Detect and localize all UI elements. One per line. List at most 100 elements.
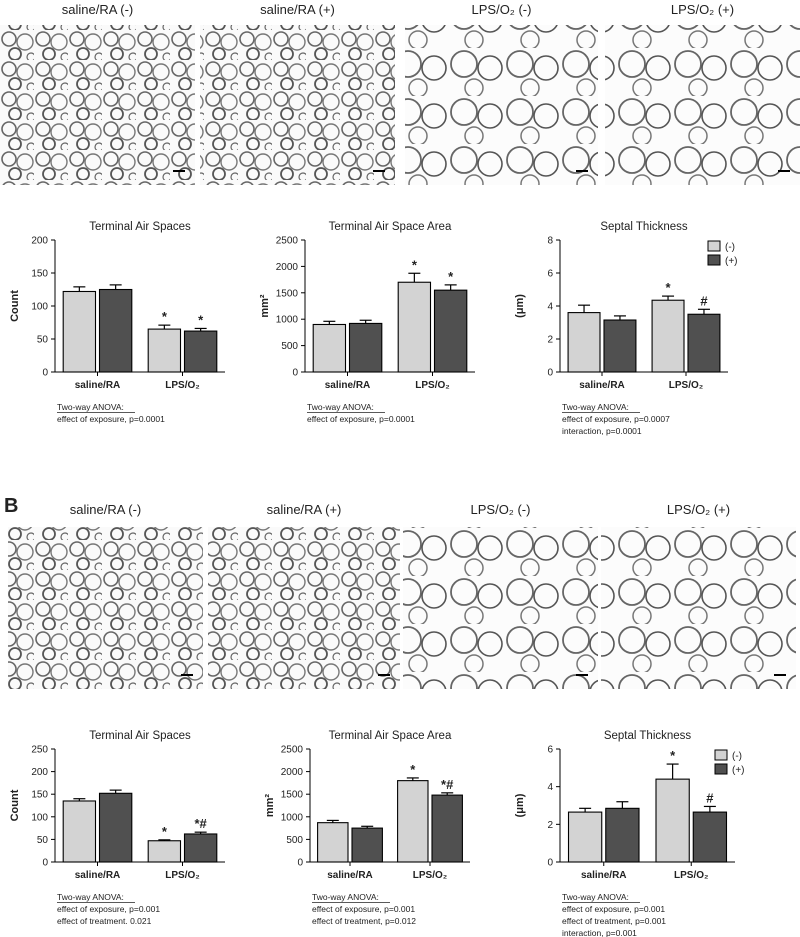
y-tick-label: 4	[547, 782, 553, 793]
y-tick-label: 200	[31, 236, 48, 247]
significance-marker: *	[162, 309, 168, 324]
bar-chart: Terminal Air Space Area mm² 0 500 1000 1500 20…	[264, 730, 470, 926]
bar	[98, 288, 133, 373]
micrograph	[0, 25, 195, 185]
anova-note: Two-way ANOVA:	[57, 892, 124, 902]
panel-letter: B	[4, 495, 18, 517]
x-tick-label: saline/RA	[581, 870, 627, 881]
bar	[62, 800, 97, 863]
anova-note: Two-way ANOVA:	[562, 402, 629, 412]
significance-marker: *	[198, 312, 204, 327]
image-label: LPS/O₂ (-)	[471, 502, 531, 517]
bar	[147, 840, 182, 863]
x-tick-label: LPS/O₂	[165, 870, 199, 881]
significance-marker: *	[448, 269, 454, 284]
bar	[397, 780, 429, 863]
significance-marker: *	[670, 748, 676, 763]
significance-marker: #	[700, 293, 708, 308]
y-axis-label: (μm)	[514, 793, 526, 817]
y-tick-label: 8	[547, 236, 553, 247]
y-tick-label: 150	[31, 790, 48, 801]
y-tick-label: 1500	[281, 790, 304, 801]
x-tick-label: LPS/O₂	[413, 870, 447, 881]
legend-label: (-)	[725, 242, 735, 253]
bar	[655, 778, 690, 863]
legend-label: (+)	[725, 256, 738, 267]
anova-note: interaction, p=0.0001	[562, 426, 642, 436]
bar-chart: Terminal Air Spaces Count 0 50 100 150 200 sali…	[9, 221, 225, 424]
anova-note: Two-way ANOVA:	[57, 402, 124, 412]
anova-note: effect of exposure, p=0.0001	[57, 414, 165, 424]
anova-note: effect of treatment, p=0.012	[312, 916, 416, 926]
bar	[348, 322, 383, 373]
anova-note: Two-way ANOVA:	[312, 892, 379, 902]
bar	[687, 313, 721, 373]
y-axis-label: (μm)	[514, 294, 526, 318]
x-tick-label: saline/RA	[75, 380, 121, 391]
image-label: saline/RA (-)	[70, 502, 142, 517]
y-tick-label: 50	[37, 835, 49, 846]
bar	[433, 289, 468, 373]
y-tick-label: 100	[31, 812, 48, 823]
y-tick-label: 0	[42, 368, 48, 379]
bar	[603, 319, 637, 373]
anova-note: effect of exposure, p=0.0001	[307, 414, 415, 424]
bar	[567, 312, 601, 373]
significance-marker: *	[410, 762, 416, 777]
bar	[567, 811, 603, 863]
bar	[147, 328, 182, 373]
chart-title: Terminal Air Space Area	[329, 221, 452, 233]
bar	[183, 330, 218, 373]
micrograph	[200, 25, 395, 185]
y-tick-label: 0	[547, 368, 553, 379]
anova-note: Two-way ANOVA:	[562, 892, 629, 902]
significance-marker: *	[412, 257, 418, 272]
x-tick-label: LPS/O₂	[669, 380, 703, 391]
image-label: LPS/O₂ (+)	[667, 502, 730, 517]
y-tick-label: 2000	[281, 767, 304, 778]
anova-note: Two-way ANOVA:	[307, 402, 374, 412]
micrograph	[605, 25, 800, 185]
bar-chart: Terminal Air Space Area mm² 0 500 1000 1500 20…	[259, 221, 475, 424]
micrograph	[601, 527, 796, 689]
y-tick-label: 2500	[276, 236, 299, 247]
y-tick-label: 150	[31, 269, 48, 280]
anova-note: effect of exposure, p=0.001	[562, 904, 665, 914]
y-tick-label: 1000	[281, 812, 304, 823]
legend-label: (+)	[732, 765, 745, 776]
micrograph	[208, 527, 400, 689]
y-axis-label: Count	[9, 789, 21, 821]
bar-chart: Terminal Air Spaces Count 0 50 100 150 200 250 s…	[9, 730, 225, 926]
bar	[397, 281, 432, 373]
image-label: LPS/O₂ (+)	[671, 2, 734, 17]
bar	[183, 833, 218, 863]
significance-marker: *	[666, 280, 672, 295]
y-tick-label: 0	[297, 858, 303, 869]
y-tick-label: 2	[547, 820, 553, 831]
y-tick-label: 6	[547, 269, 553, 280]
anova-note: effect of exposure, p=0.001	[57, 904, 160, 914]
y-tick-label: 2	[547, 335, 553, 346]
anova-note: interaction, p=0.001	[562, 928, 637, 937]
anova-note: effect of treatment. 0.021	[57, 916, 152, 926]
bar-chart: Septal Thickness (μm) 0 2 4 6 8 saline/RA LPS/O₂…	[514, 221, 738, 436]
chart-title: Septal Thickness	[600, 221, 688, 233]
y-tick-label: 100	[31, 302, 48, 313]
bar	[651, 299, 685, 373]
y-axis-label: mm²	[259, 294, 271, 318]
legend-swatch	[707, 254, 721, 266]
bar-chart: Septal Thickness (μm) 0 2 4 6 saline/RA LPS/O₂ *…	[514, 730, 745, 937]
chart-title: Septal Thickness	[604, 730, 692, 742]
bar	[605, 807, 640, 863]
y-axis-label: mm²	[264, 794, 276, 818]
y-tick-label: 500	[281, 341, 298, 352]
x-tick-label: LPS/O₂	[415, 380, 449, 391]
bar	[317, 822, 349, 863]
y-tick-label: 2000	[276, 262, 299, 273]
image-label: LPS/O₂ (-)	[472, 2, 532, 17]
y-tick-label: 0	[42, 858, 48, 869]
y-tick-label: 500	[286, 835, 303, 846]
micrograph	[8, 527, 203, 689]
y-tick-label: 0	[292, 368, 298, 379]
